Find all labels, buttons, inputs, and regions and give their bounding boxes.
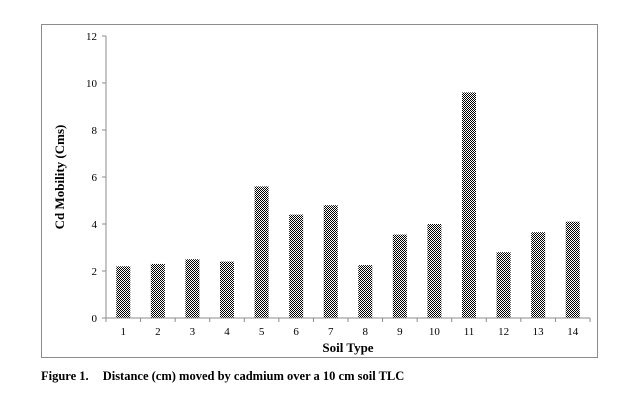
x-tick-label-1: 1 bbox=[121, 326, 127, 338]
x-tick-label-2: 2 bbox=[155, 326, 161, 338]
x-tick-label-3: 3 bbox=[190, 326, 196, 338]
bar-6 bbox=[289, 214, 304, 318]
bar-5 bbox=[254, 186, 269, 318]
bar-7 bbox=[323, 205, 338, 318]
bar-1 bbox=[116, 266, 131, 318]
bar-4 bbox=[220, 261, 234, 318]
bar-14 bbox=[565, 221, 580, 318]
x-tick-label-13: 13 bbox=[533, 326, 545, 338]
bar-12 bbox=[496, 252, 511, 318]
y-tick-label-10: 10 bbox=[86, 78, 98, 90]
x-tick-label-8: 8 bbox=[363, 326, 369, 338]
bar-8 bbox=[358, 265, 373, 318]
x-tick-label-6: 6 bbox=[293, 326, 299, 338]
x-axis-title: Soil Type bbox=[322, 340, 373, 355]
figure-caption: Figure 1. Distance (cm) moved by cadmium … bbox=[41, 369, 404, 384]
y-tick-label-12: 12 bbox=[86, 31, 97, 43]
bar-10 bbox=[427, 224, 442, 318]
x-tick-label-9: 9 bbox=[397, 326, 403, 338]
y-tick-label-6: 6 bbox=[92, 172, 98, 184]
caption-text: Distance (cm) moved by cadmium over a 10… bbox=[102, 369, 405, 383]
x-tick-label-14: 14 bbox=[567, 326, 579, 338]
y-tick-label-4: 4 bbox=[92, 219, 98, 231]
x-tick-label-10: 10 bbox=[429, 326, 441, 338]
y-tick-label-8: 8 bbox=[92, 125, 98, 137]
bar-11 bbox=[462, 92, 476, 319]
x-tick-label-12: 12 bbox=[498, 326, 509, 338]
x-tick-label-11: 11 bbox=[464, 326, 475, 338]
x-tick-label-4: 4 bbox=[224, 326, 230, 338]
y-tick-label-2: 2 bbox=[92, 266, 98, 278]
bar-3 bbox=[185, 259, 200, 318]
bar-9 bbox=[392, 234, 407, 318]
caption-number: Figure 1. bbox=[41, 369, 89, 383]
y-tick-label-0: 0 bbox=[92, 313, 98, 325]
y-axis-title: Cd Mobility (Cms) bbox=[52, 125, 67, 230]
x-tick-label-7: 7 bbox=[328, 326, 334, 338]
bar-13 bbox=[531, 232, 546, 318]
bar-2 bbox=[150, 263, 165, 318]
x-tick-label-5: 5 bbox=[259, 326, 265, 338]
